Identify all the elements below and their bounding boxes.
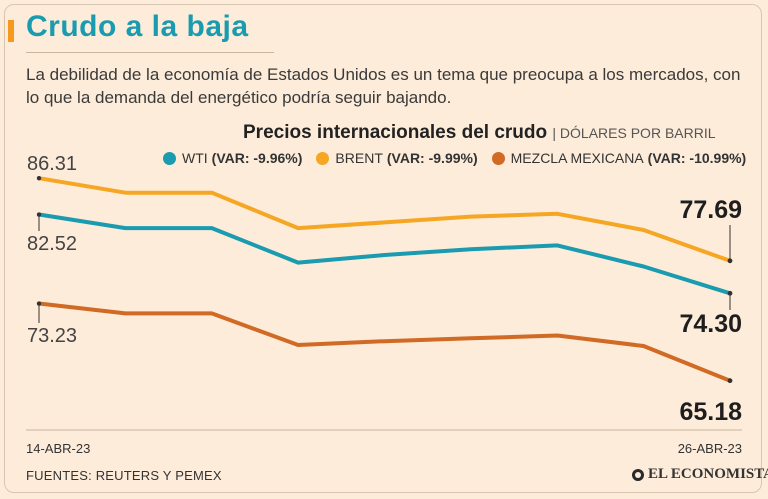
legend-var-wti: (VAR: -9.96%) [211, 150, 303, 166]
infographic-frame [4, 4, 762, 493]
chart-unit: | DÓLARES POR BARRIL [552, 125, 716, 141]
start-label-brent: 86.31 [27, 153, 77, 175]
x-tick-label-end: 26-ABR-23 [678, 441, 742, 456]
legend-var-brent: (VAR: -9.99%) [386, 150, 478, 166]
x-tick-label-start: 14-ABR-23 [26, 441, 90, 456]
legend-label-wti: WTI [182, 150, 208, 166]
publisher-logo: EL ECONOMISTA [632, 466, 768, 483]
chart-unit-text: DÓLARES POR BARRIL [559, 125, 716, 141]
title-underline [26, 52, 274, 53]
subtitle-text: La debilidad de la economía de Estados U… [26, 65, 741, 107]
legend-label-brent: BRENT [335, 150, 383, 166]
chart-legend: WTI (VAR: -9.96%) BRENT (VAR: -9.99%) ME… [163, 150, 760, 166]
start-label-mezcla: 73.23 [27, 325, 77, 347]
start-label-wti: 82.52 [27, 233, 77, 255]
chart-title: Precios internacionales del crudo | DÓLA… [243, 122, 716, 144]
legend-dot-brent [316, 151, 330, 165]
legend-dot-wti [163, 151, 176, 165]
source-note: FUENTES: REUTERS Y PEMEX [26, 468, 222, 483]
legend-item-mezcla: MEZCLA MEXICANA (VAR: -10.99%) [491, 150, 747, 166]
chart-title-text: Precios internacionales del crudo [243, 122, 548, 143]
legend-var-mezcla: (VAR: -10.99%) [647, 150, 747, 166]
end-label-brent: 77.69 [679, 196, 742, 224]
end-point-mezcla [727, 378, 733, 384]
series-line-brent [37, 176, 732, 263]
legend-label-mezcla: MEZCLA MEXICANA [510, 150, 644, 166]
legend-item-wti: WTI (VAR: -9.96%) [163, 150, 302, 166]
end-label-wti: 74.30 [679, 310, 742, 338]
legend-item-brent: BRENT (VAR: -9.99%) [316, 150, 478, 166]
end-label-mezcla: 65.18 [679, 398, 742, 426]
logo-icon [632, 468, 644, 481]
title-accent-bar [8, 20, 14, 42]
legend-dot-mezcla [491, 151, 505, 165]
logo-text: EL ECONOMISTA [648, 466, 768, 482]
series-line-wti [37, 212, 732, 296]
series-line-mezcla [37, 301, 732, 383]
page-title: Crudo a la baja [26, 10, 249, 43]
